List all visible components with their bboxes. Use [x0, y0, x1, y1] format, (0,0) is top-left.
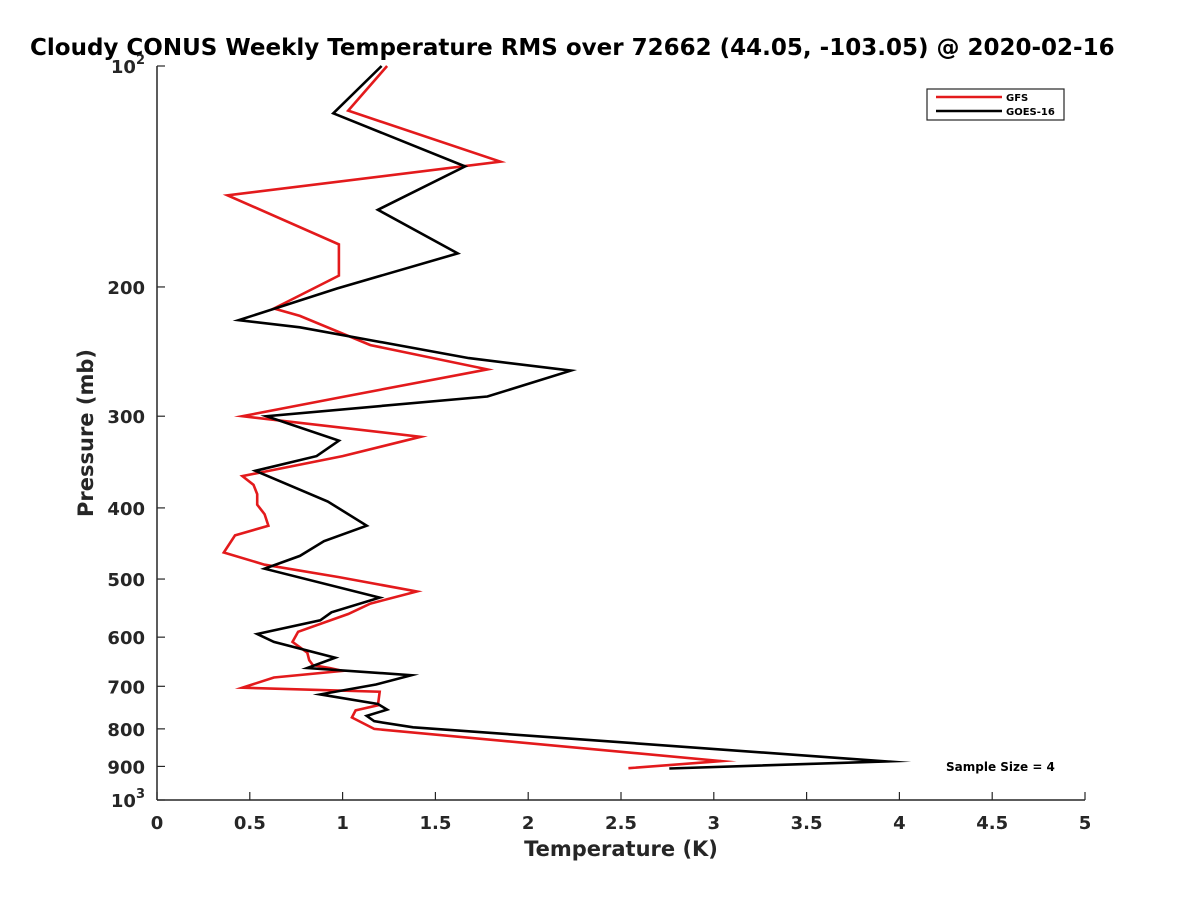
x-tick-label: 0.5 [234, 813, 266, 834]
y-tick-label: 102 [111, 53, 145, 78]
series-line-gfs [221, 65, 737, 770]
x-tick-label: 1 [336, 813, 349, 834]
sample-size-annotation: Sample Size = 4 [946, 760, 1055, 774]
x-tick-label: 5 [1079, 813, 1092, 834]
y-tick-label-exponent: 2 [136, 53, 145, 68]
y-axis-label: Pressure (mb) [74, 349, 98, 517]
x-tick-label: 2.5 [605, 813, 637, 834]
y-tick-label-exponent: 3 [136, 787, 145, 802]
y-tick-label: 700 [107, 677, 145, 698]
y-tick-label-base: 10 [111, 57, 136, 78]
y-tick-label-base: 10 [111, 791, 136, 812]
ticks-layer: 0 0.5 1 1.5 2 2.5 3 3.5 4 4.5 51022003004005006007… [107, 53, 1091, 834]
plot-area [157, 66, 1085, 800]
legend-label-goes-16: GOES-16 [1006, 107, 1055, 118]
legend-box [926, 88, 1065, 121]
series-line-goes-16 [232, 65, 912, 770]
x-tick-label: 3.5 [791, 813, 823, 834]
y-tick-label: 600 [107, 628, 145, 649]
y-tick-label: 400 [107, 499, 145, 520]
x-tick-label: 0 [151, 813, 164, 834]
x-tick-label: 3 [708, 813, 721, 834]
y-tick-label: 900 [107, 757, 145, 778]
chart-title: Cloudy CONUS Weekly Temperature RMS over… [30, 35, 1115, 61]
y-tick-label: 103 [111, 787, 145, 812]
y-tick-label: 500 [107, 570, 145, 591]
x-tick-label: 2 [522, 813, 535, 834]
x-tick-label: 4 [893, 813, 906, 834]
x-axis-label: Temperature (K) [524, 837, 718, 861]
series-layer [221, 65, 912, 770]
y-tick-label: 800 [107, 720, 145, 741]
legend: GFS GOES-16 [926, 88, 1065, 121]
x-tick-label: 1.5 [419, 813, 451, 834]
legend-label-gfs: GFS [1006, 93, 1028, 104]
x-tick-label: 4.5 [976, 813, 1008, 834]
y-tick-label: 200 [107, 278, 145, 299]
y-tick-label: 300 [107, 407, 145, 428]
